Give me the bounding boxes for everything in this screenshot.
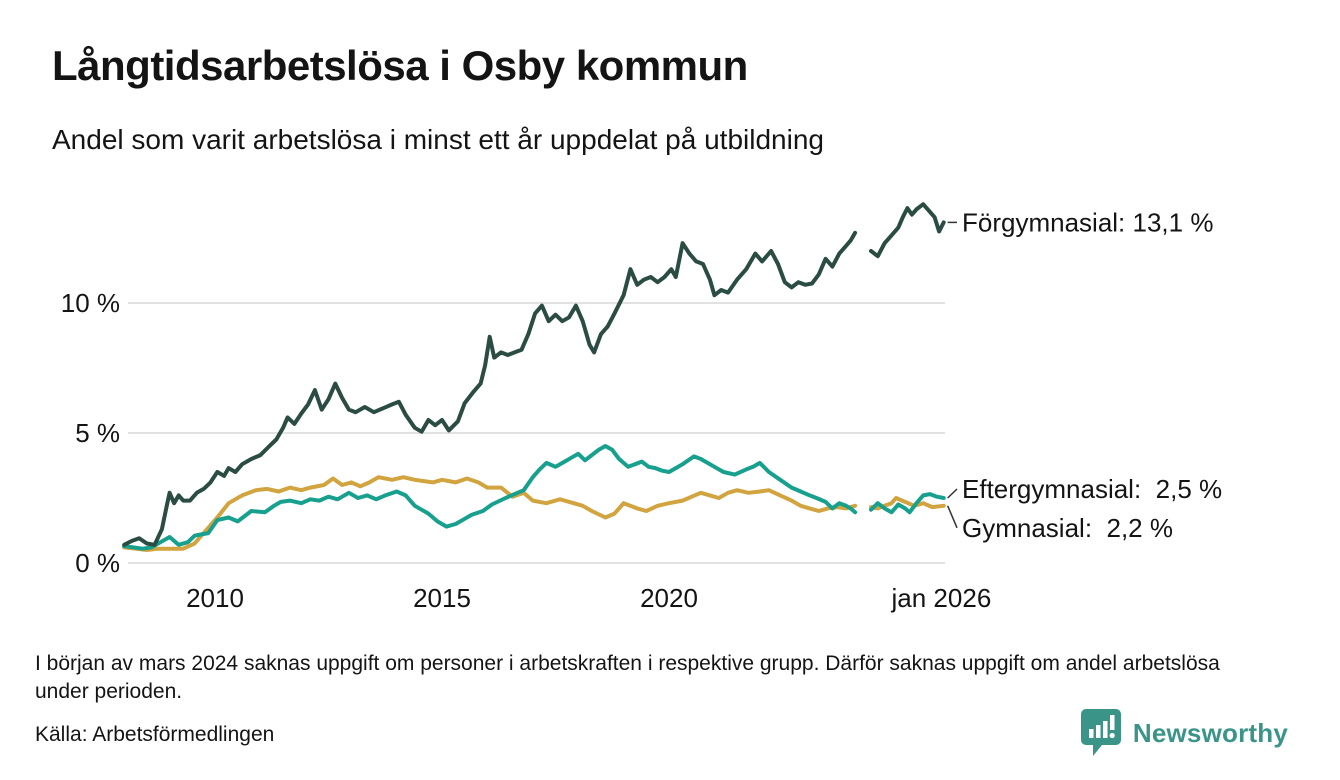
logo-bar-medium [1095,725,1101,738]
y-tick-label: 10 % [61,288,120,318]
x-tick-label: 2010 [186,583,244,613]
newsworthy-branding: Newsworthy [1080,708,1288,758]
page-subtitle: Andel som varit arbetslösa i minst ett å… [52,124,824,155]
newsworthy-logo-icon [1080,709,1121,756]
x-tick-label: jan 2026 [891,583,992,613]
y-tick-label: 5 % [75,418,120,448]
y-tick-label: 0 % [75,548,120,578]
logo-bar-small [1088,729,1094,738]
series-label-eftergymnasial: Eftergymnasial: 2,5 % [962,474,1222,504]
series-line-gymnasial [122,475,858,552]
footnote-text: I början av mars 2024 saknas uppgift om … [35,652,1220,703]
x-tick-label: 2015 [413,583,471,613]
logo-exclamation-dot [1109,732,1115,739]
page-title: Långtidsarbetslösa i Osby kommun [52,42,748,89]
logo-exclamation-bar [1109,715,1115,730]
series-line-eftergymnasial-after-gap [869,492,946,515]
series-label-förgymnasial: Förgymnasial: 13,1 % [962,207,1213,237]
series-line-förgymnasial [122,230,858,547]
series-line-förgymnasial-after-gap [869,202,946,259]
logo-bar-large [1102,721,1108,738]
source-text: Källa: Arbetsförmedlingen [35,723,275,746]
series-line-eftergymnasial [122,444,858,551]
newsworthy-wordmark: Newsworthy [1132,717,1288,748]
series-label-gymnasial: Gymnasial: 2,2 % [962,513,1173,543]
leader-line-eftergymnasial [947,488,958,499]
x-tick-label: 2020 [640,583,698,613]
leader-line-gymnasial [946,505,958,529]
